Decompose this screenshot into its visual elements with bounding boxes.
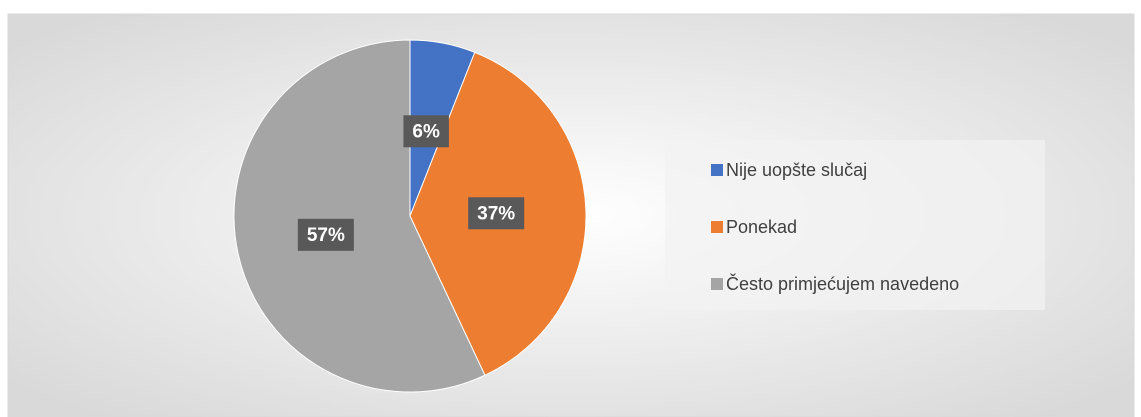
data-label-box: [297, 218, 354, 251]
legend-swatch: [711, 164, 723, 176]
legend-label: Nije uopšte slučaj: [726, 160, 867, 180]
legend-label: Ponekad: [726, 217, 797, 237]
legend-swatch: [711, 278, 723, 290]
data-label-box: [403, 115, 449, 148]
legend-box: [665, 140, 1045, 310]
legend-swatch: [711, 221, 723, 233]
data-label-box: [468, 197, 525, 230]
legend-label: Često primjećujem navedeno: [726, 273, 959, 294]
data-label: 37%: [477, 203, 515, 224]
data-label: 6%: [412, 121, 440, 142]
data-label: 57%: [307, 225, 345, 246]
pie-slice: [233, 39, 486, 393]
